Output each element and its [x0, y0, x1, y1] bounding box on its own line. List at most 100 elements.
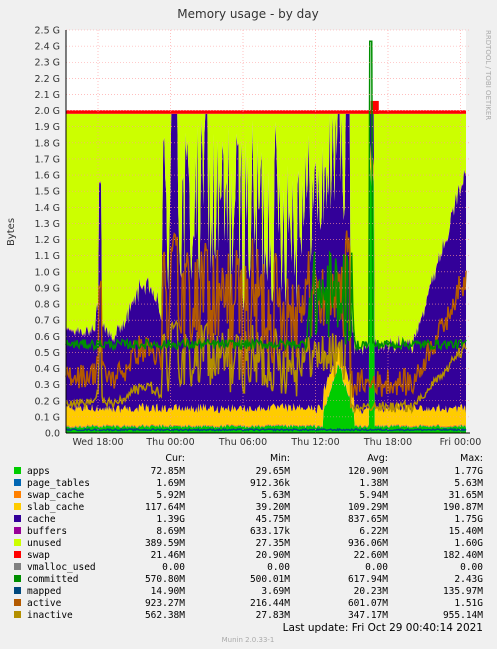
- legend-series-name: active: [27, 598, 62, 609]
- y-tick-label: 0.7 G: [35, 316, 61, 327]
- legend-value-max: 135.97M: [443, 586, 483, 597]
- legend-swatch: [14, 503, 21, 510]
- y-axis-label: Bytes: [6, 218, 17, 246]
- grid-lines: [66, 29, 470, 433]
- legend-value-cur: 923.27M: [145, 598, 185, 609]
- legend-value-min: 912.36k: [250, 478, 290, 489]
- legend-swatch: [14, 467, 21, 474]
- line-committed: [65, 40, 467, 353]
- y-tick-label: 1.9 G: [35, 122, 61, 133]
- legend: Cur: Min: Avg: Max:apps 72.85M 29.65M 120.90M 1…: [14, 453, 483, 621]
- legend-value-cur: 117.64M: [145, 502, 185, 513]
- y-tick-label: 1.6 G: [35, 171, 61, 182]
- legend-series-name: cache: [27, 514, 56, 525]
- y-tick-label: 1.1 G: [35, 251, 61, 262]
- y-tick-label: 1.0 G: [35, 267, 61, 278]
- legend-series-name: page_tables: [27, 478, 90, 489]
- legend-value-max: 5.63M: [454, 478, 483, 489]
- y-tick-label: 2.2 G: [35, 74, 61, 85]
- legend-value-min: 0.00: [267, 562, 290, 573]
- legend-value-cur: 8.69M: [156, 526, 185, 537]
- legend-value-cur: 5.92M: [156, 490, 185, 501]
- chart-title: Memory usage - by day: [177, 7, 318, 21]
- legend-value-cur: 21.46M: [151, 550, 186, 561]
- legend-swatch: [14, 515, 21, 522]
- legend-header: Min:: [270, 453, 290, 464]
- area-swap: [66, 110, 466, 114]
- y-tick-label: 1.4 G: [35, 203, 61, 214]
- x-tick-label: Thu 18:00: [363, 437, 412, 448]
- legend-series-name: slab_cache: [27, 502, 84, 513]
- legend-series-name: buffers: [27, 526, 67, 537]
- y-tick-label: 1.7 G: [35, 154, 61, 165]
- y-tick-label: 2.3 G: [35, 58, 61, 69]
- legend-series-name: mapped: [27, 586, 61, 597]
- legend-value-max: 1.51G: [454, 598, 483, 609]
- last-update-text: Last update: Fri Oct 29 00:40:14 2021: [283, 622, 483, 634]
- legend-value-avg: 109.29M: [348, 502, 388, 513]
- legend-value-avg: 936.06M: [348, 538, 388, 549]
- y-tick-label: 1.8 G: [35, 138, 61, 149]
- y-tick-label: 2.4 G: [35, 42, 61, 53]
- y-tick-label: 2.0 G: [35, 106, 61, 117]
- legend-value-avg: 617.94M: [348, 574, 388, 585]
- legend-series-name: apps: [27, 466, 50, 477]
- legend-value-max: 955.14M: [443, 610, 483, 621]
- legend-value-min: 633.17k: [250, 526, 290, 537]
- x-tick-labels: Wed 18:00 Thu 00:00 Thu 06:00 Thu 12:00 Thu …: [72, 437, 481, 448]
- y-tick-label: 1.2 G: [35, 235, 61, 246]
- legend-value-cur: 562.38M: [145, 610, 185, 621]
- legend-value-min: 39.20M: [256, 502, 291, 513]
- x-tick-label: Fri 00:00: [440, 437, 482, 448]
- legend-value-min: 27.83M: [256, 610, 291, 621]
- legend-value-avg: 20.23M: [354, 586, 389, 597]
- x-tick-label: Thu 00:00: [145, 437, 194, 448]
- y-tick-label: 0.8 G: [35, 300, 61, 311]
- legend-swatch: [14, 491, 21, 498]
- legend-value-max: 190.87M: [443, 502, 483, 513]
- legend-value-avg: 1.38M: [359, 478, 388, 489]
- legend-value-max: 1.60G: [454, 538, 483, 549]
- line-series: [65, 40, 467, 432]
- legend-value-max: 31.65M: [449, 490, 484, 501]
- legend-header: Avg:: [367, 453, 388, 464]
- legend-swatch: [14, 527, 21, 534]
- legend-value-max: 182.40M: [443, 550, 483, 561]
- legend-series-name: swap: [27, 550, 50, 561]
- y-tick-label: 0.6 G: [35, 332, 61, 343]
- legend-value-min: 3.69M: [261, 586, 290, 597]
- legend-value-min: 20.90M: [256, 550, 291, 561]
- legend-swatch: [14, 599, 21, 606]
- legend-header: Cur:: [165, 453, 185, 464]
- legend-value-min: 216.44M: [250, 598, 290, 609]
- legend-swatch: [14, 551, 21, 558]
- y-tick-label: 0.3 G: [35, 380, 61, 391]
- legend-value-max: 1.75G: [454, 514, 483, 525]
- legend-value-cur: 570.80M: [145, 574, 185, 585]
- legend-value-min: 500.01M: [250, 574, 290, 585]
- legend-value-avg: 120.90M: [348, 466, 388, 477]
- legend-series-name: inactive: [27, 610, 73, 621]
- legend-value-cur: 389.59M: [145, 538, 185, 549]
- y-tick-label: 0.9 G: [35, 283, 61, 294]
- legend-value-avg: 5.94M: [359, 490, 388, 501]
- y-tick-label: 0.0: [45, 429, 60, 440]
- area-unused: [66, 113, 466, 355]
- legend-value-avg: 601.07M: [348, 598, 388, 609]
- x-tick-label: Wed 18:00: [72, 437, 123, 448]
- legend-series-name: unused: [27, 538, 61, 549]
- y-tick-label: 0.2 G: [35, 396, 61, 407]
- legend-value-cur: 14.90M: [151, 586, 186, 597]
- rrdtool-side-label: RRDTOOL / TOBI OETIKER: [484, 30, 492, 120]
- line-inactive: [65, 319, 467, 415]
- legend-value-avg: 0.00: [365, 562, 388, 573]
- legend-value-avg: 837.65M: [348, 514, 388, 525]
- legend-swatch: [14, 611, 21, 618]
- area-cache: [66, 113, 466, 414]
- legend-value-min: 27.35M: [256, 538, 291, 549]
- legend-value-avg: 347.17M: [348, 610, 388, 621]
- legend-swatch: [14, 563, 21, 570]
- legend-value-cur: 72.85M: [151, 466, 186, 477]
- line-active: [65, 230, 467, 398]
